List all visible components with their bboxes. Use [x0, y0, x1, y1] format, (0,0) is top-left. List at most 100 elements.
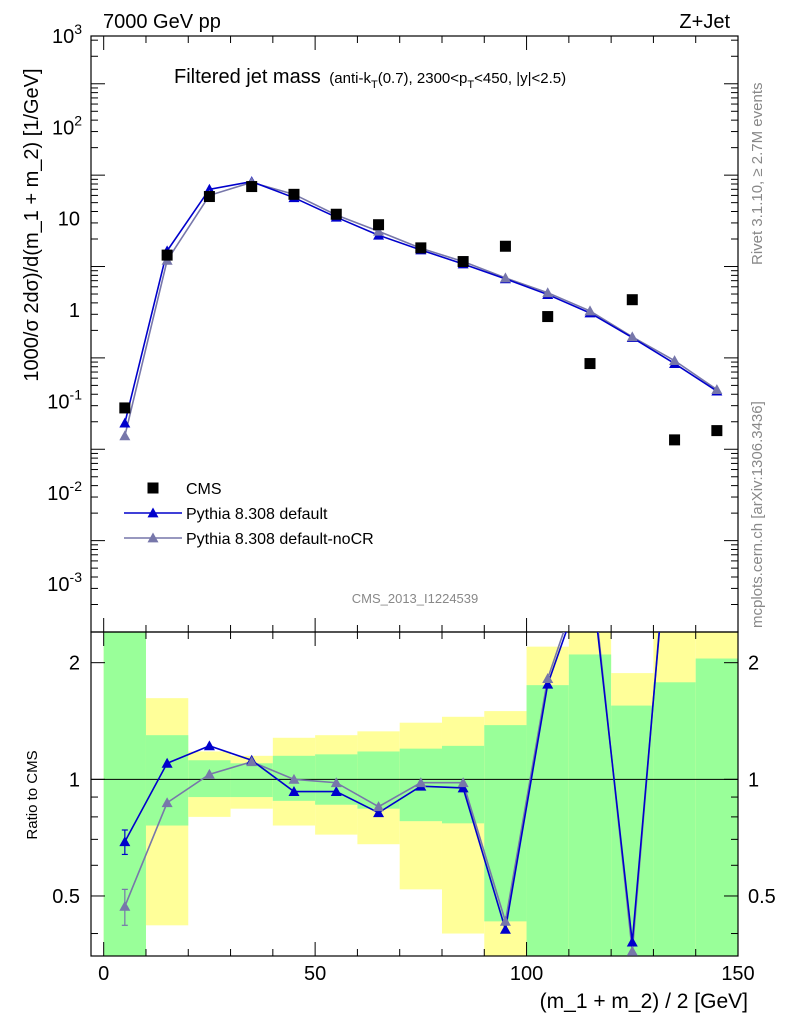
ratio-default-marker: [373, 807, 385, 818]
x-tick-label: 100: [510, 963, 543, 985]
ratio-band-inner: [568, 654, 612, 956]
cms-marker: [499, 240, 511, 252]
header-left: 7000 GeV pp: [103, 11, 221, 33]
side-rivet-label: Rivet 3.1.10, ≥ 2.7M events: [749, 83, 766, 266]
legend-marker-default: [147, 507, 159, 518]
ratio-band-inner: [526, 685, 569, 956]
cms-marker: [415, 242, 427, 254]
ratio-nocr-marker: [119, 900, 131, 911]
ratio-default-marker: [288, 786, 300, 796]
ratio-default-marker: [626, 936, 638, 947]
legend-label-nocr: Pythia 8.308 default-noCR: [186, 531, 374, 548]
legend-label-cms: CMS: [186, 481, 222, 498]
y-tick-label: 10-1: [47, 386, 82, 413]
ratio-nocr-marker: [203, 768, 215, 779]
cms-marker: [669, 434, 681, 446]
cms-marker: [711, 425, 723, 437]
cms-marker: [626, 294, 638, 306]
ratio-tick-label-left: 2: [69, 653, 80, 675]
cms-marker: [119, 402, 131, 414]
y-tick-label: 103: [52, 21, 82, 48]
ratio-band-inner: [695, 658, 738, 956]
cms-marker: [288, 188, 300, 200]
x-tick-label: 150: [721, 963, 754, 985]
nocr-marker: [669, 355, 681, 366]
ratio-nocr-marker: [161, 797, 173, 808]
legend-label-default: Pythia 8.308 default: [186, 506, 328, 523]
ratio-default-marker: [457, 782, 469, 793]
side-mcplots-label: mcplots.cern.ch [arXiv:1306.3436]: [749, 401, 766, 628]
ratio-tick-label-right: 0.5: [748, 886, 776, 908]
ratio-nocr-marker: [330, 777, 342, 788]
ratio-nocr-marker: [246, 756, 258, 767]
ratio-default-marker: [330, 786, 342, 796]
nocr-marker: [584, 305, 596, 316]
ratio-default-marker: [161, 757, 173, 768]
ratio-default-marker: [542, 678, 554, 689]
y-tick-label: 10: [58, 209, 80, 231]
nocr-marker: [119, 430, 131, 441]
ratio-band-inner: [357, 751, 400, 809]
ratio-tick-label-left: 1: [69, 769, 80, 791]
chart-subtitle-post: <450, |y|<2.5): [474, 70, 566, 87]
default-marker: [119, 417, 131, 428]
cms-marker: [161, 249, 173, 261]
ratio-tick-label-right: 2: [748, 653, 759, 675]
nocr-marker: [626, 331, 638, 342]
cms-marker: [584, 358, 596, 370]
ratio-band-inner: [611, 705, 654, 956]
chart-subtitle-pre: (anti-k: [329, 70, 371, 87]
ratio-nocr-marker: [542, 673, 554, 683]
ratio-band-inner: [653, 682, 696, 956]
ratio-plot-frame: [90, 631, 739, 957]
ratio-nocr-marker: [373, 801, 385, 812]
ratio-bands: [103, 632, 738, 956]
main-series: [119, 176, 723, 446]
legend-marker-nocr: [147, 532, 159, 543]
cms-marker: [246, 181, 258, 193]
nocr-marker: [542, 287, 554, 298]
cms-marker: [457, 256, 469, 268]
ratio-tick-label-left: 0.5: [52, 886, 80, 908]
ratio-tick-label-right: 1: [748, 769, 759, 791]
series-line-nocr: [124, 181, 718, 437]
ratio-default-marker: [203, 740, 215, 751]
ratio-series-clipped: [119, 632, 661, 956]
chart-subtitle-sub1: T: [371, 79, 378, 91]
ratio-band-inner: [484, 725, 527, 922]
main-axes: 10-3 10-2 10-1 1 10 102 103 0 50 100 150 0.5 0.5 1 1 2 2: [47, 21, 776, 985]
ratio-nocr-marker: [457, 777, 469, 788]
ratio-band-inner: [145, 735, 189, 826]
nocr-marker: [499, 272, 511, 283]
y-tick-label: 10-2: [47, 478, 82, 505]
chart-subtitle-mid: (0.7), 2300<p: [378, 70, 468, 87]
y-axis-label: 1000/σ 2dσ)/d(m_1 + m_2) [1/GeV]: [21, 68, 43, 381]
analysis-id: CMS_2013_I1224539: [352, 591, 479, 606]
ratio-band-inner: [230, 763, 273, 798]
ratio-default-marker: [119, 836, 131, 847]
cms-marker: [373, 219, 385, 231]
cms-marker: [542, 311, 554, 323]
ratio-nocr-marker: [415, 777, 427, 788]
y-tick-label: 10-3: [47, 569, 82, 596]
x-tick-label: 50: [304, 963, 326, 985]
nocr-marker: [373, 225, 385, 236]
chart-subtitle-sub2: T: [467, 79, 474, 91]
x-axis-label: (m_1 + m_2) / 2 [GeV]: [540, 990, 748, 1013]
ratio-nocr-marker: [288, 773, 300, 784]
cms-marker: [203, 191, 215, 203]
legend-marker-cms: [147, 482, 159, 494]
chart-title-main: Filtered jet mass: [174, 66, 321, 88]
x-tick-label: 0: [98, 963, 109, 985]
header-right: Z+Jet: [679, 11, 730, 33]
y-tick-label: 1: [69, 300, 80, 322]
ratio-nocr-marker: [626, 945, 638, 956]
ratio-series: [119, 632, 661, 956]
chart-title: Filtered jet mass (anti-kT(0.7), 2300<pT…: [174, 66, 566, 91]
legend: CMS Pythia 8.308 default Pythia 8.308 defa…: [124, 481, 374, 548]
cms-marker: [330, 208, 342, 220]
nocr-marker: [711, 384, 723, 394]
y-tick-label: 102: [52, 112, 82, 139]
ratio-y-axis-label: Ratio to CMS: [24, 750, 41, 839]
